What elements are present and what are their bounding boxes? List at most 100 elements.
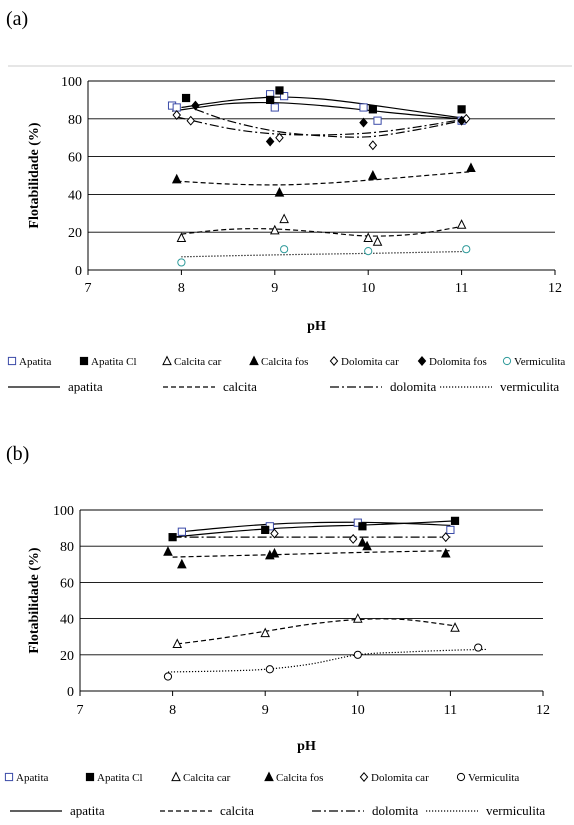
line-legend-label: calcita (220, 803, 254, 818)
data-point (269, 224, 280, 235)
y-tick-label: 60 (60, 576, 74, 591)
series-vermiculita (163, 643, 483, 681)
legend-label: Calcita car (174, 356, 222, 368)
line-legend-label: dolomita (390, 379, 436, 394)
trendline-vermiculita (167, 648, 488, 673)
data-point (372, 236, 383, 246)
data-point (280, 92, 289, 101)
data-point (269, 547, 280, 558)
data-point (441, 532, 451, 543)
x-axis-title: pH (307, 319, 326, 334)
trendline-vermiculita (181, 250, 467, 258)
y-tick-label: 80 (68, 113, 82, 128)
legend-label: Apatita Cl (91, 356, 137, 368)
data-point (280, 245, 289, 254)
data-point (163, 546, 173, 556)
data-point (186, 115, 195, 126)
data-point (457, 115, 466, 126)
data-point (353, 650, 362, 659)
y-tick-label: 0 (75, 264, 82, 279)
x-tick-label: 11 (444, 703, 457, 718)
data-point (352, 613, 363, 623)
legend-label: Vermiculita (468, 772, 519, 784)
x-tick-label: 7 (77, 703, 84, 718)
series-dolomita-fos (191, 100, 466, 147)
data-point (363, 232, 374, 242)
y-tick-label: 60 (68, 151, 82, 166)
panel-a-label: (a) (6, 8, 29, 30)
legend-label: Apatita Cl (97, 772, 143, 784)
y-tick-label: 80 (60, 540, 74, 555)
legend-marker (162, 355, 172, 366)
series-vermiculita (177, 245, 471, 267)
legend-marker (4, 772, 14, 782)
data-point (172, 110, 181, 120)
data-point (368, 140, 378, 151)
data-point (266, 95, 275, 105)
data-point (440, 547, 451, 558)
data-point (260, 627, 271, 638)
series-dolomita-car (270, 528, 451, 544)
data-point (359, 117, 368, 128)
data-point (168, 533, 177, 542)
legend-marker (502, 356, 512, 366)
line-legend-label: vermiculita (486, 803, 545, 818)
trendline-calcita (177, 618, 456, 645)
x-tick-label: 11 (455, 281, 468, 296)
x-tick-label: 10 (351, 703, 365, 718)
y-tick-label: 100 (61, 75, 82, 90)
legend-marker (264, 771, 274, 782)
series-apatita-cl (168, 516, 460, 542)
y-tick-label: 100 (53, 504, 74, 519)
y-tick-label: 40 (68, 188, 82, 203)
x-tick-label: 7 (85, 281, 92, 296)
trendline-calcita (172, 550, 451, 558)
data-point (456, 219, 467, 229)
legend-label: Dolomita car (371, 772, 429, 784)
legend-label: Dolomita car (341, 356, 399, 368)
y-tick-label: 0 (67, 685, 74, 700)
trendline-dolomita (195, 108, 462, 138)
data-point (462, 245, 471, 254)
legend-marker (7, 356, 17, 366)
data-point (446, 525, 455, 535)
trendline-apatita (172, 520, 456, 538)
x-axis-title: pH (297, 739, 316, 754)
data-point (279, 213, 289, 224)
x-tick-label: 8 (178, 281, 185, 296)
data-point (359, 103, 368, 112)
x-tick-label: 12 (548, 281, 562, 296)
legend-label: Dolomita fos (429, 356, 487, 368)
series-calcita-car (176, 213, 467, 246)
data-point (474, 643, 483, 652)
trendline-calcita (176, 171, 471, 186)
data-point (348, 533, 358, 544)
data-point (172, 638, 183, 649)
y-tick-label: 20 (68, 226, 82, 241)
y-axis-title: Flotabilidade (%) (27, 547, 42, 654)
legend-marker (329, 356, 339, 366)
data-point (177, 558, 187, 569)
legend-label: Calcita car (183, 772, 231, 784)
legend-label: Calcita fos (261, 356, 308, 368)
legend-marker (79, 356, 89, 366)
legend-marker (171, 771, 181, 782)
x-tick-label: 9 (262, 703, 269, 718)
series-calcita-car (172, 613, 460, 649)
data-point (163, 672, 173, 681)
data-point (191, 100, 200, 111)
panel-b-label: (b) (6, 443, 30, 465)
data-point (176, 232, 187, 242)
line-legend-label: vermiculita (500, 379, 559, 394)
line-legend-label: calcita (223, 379, 257, 394)
data-point (457, 105, 466, 114)
data-point (373, 116, 382, 125)
chart-b: 0 20 40 60 80 100 7 8 9 10 11 12 pH Flotabilidade (%)… (4, 504, 550, 818)
y-tick-label: 20 (60, 649, 74, 664)
series-dolomita-car (172, 110, 471, 151)
data-point (265, 665, 274, 674)
legend-label: Calcita fos (276, 772, 323, 784)
legend-marker (359, 772, 369, 782)
data-point (358, 522, 367, 531)
